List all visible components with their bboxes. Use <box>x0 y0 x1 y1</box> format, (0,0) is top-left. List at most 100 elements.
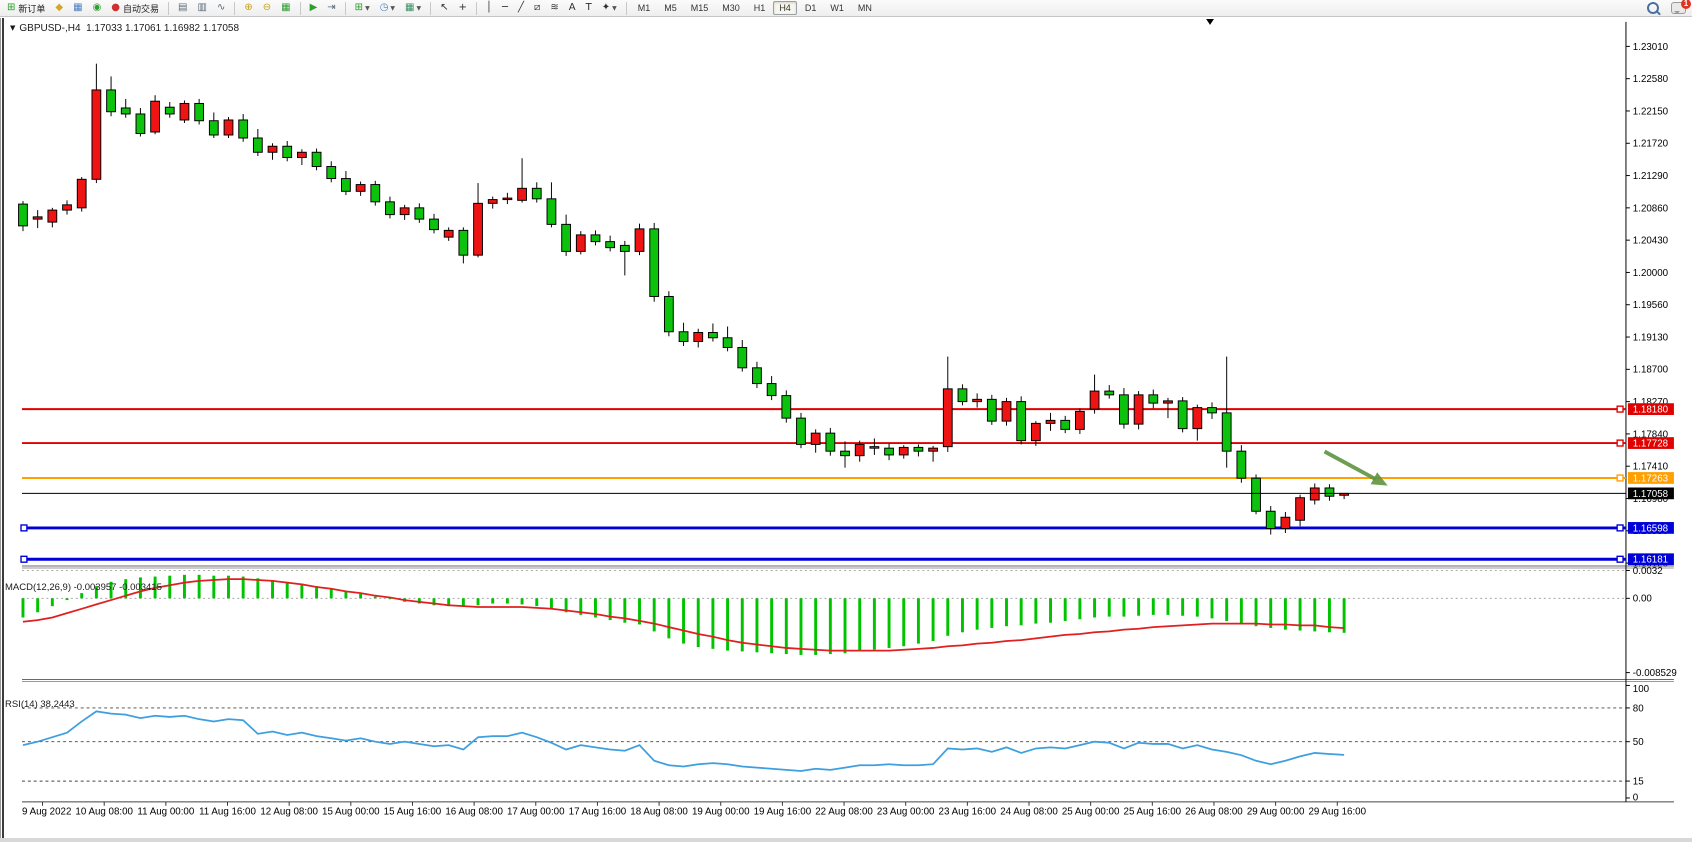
time-tick-label: 10 Aug 08:00 <box>75 807 133 818</box>
line-handle[interactable] <box>20 555 28 563</box>
search-icon[interactable] <box>1647 2 1659 14</box>
toolbar-separator <box>299 1 301 15</box>
line-chart-button[interactable]: ∿ <box>213 0 229 17</box>
vertical-line-button[interactable]: │ <box>482 0 496 17</box>
candle-body <box>605 241 616 249</box>
time-tick-label: 19 Aug 00:00 <box>692 807 750 818</box>
timeframe-h4-button[interactable]: H4 <box>773 1 797 15</box>
signals-button[interactable]: ◉ <box>89 0 106 17</box>
horizontal-line-button[interactable]: ─ <box>498 0 512 17</box>
price-line-badge-label: 1.17263 <box>1633 473 1668 484</box>
candle-body <box>326 166 337 180</box>
horizontal-line-icon: ─ <box>501 2 508 13</box>
market-watch-button[interactable]: ▦ <box>69 0 86 17</box>
timeframe-d1-button[interactable]: D1 <box>804 3 817 13</box>
fibonacci-button[interactable]: ≋ <box>546 0 562 17</box>
line-handle[interactable] <box>1616 405 1624 413</box>
candle-body <box>590 234 601 243</box>
equidistant-channel-button[interactable]: ⧄ <box>530 0 544 17</box>
templates-dropdown[interactable]: ▦ ▼ <box>401 0 425 17</box>
arrows-icon: ✦ <box>601 2 611 13</box>
candle-body <box>898 446 909 456</box>
signals-icon: ◉ <box>92 2 102 13</box>
line-handle[interactable] <box>1616 439 1624 447</box>
time-tick-label: 9 Aug 2022 <box>22 807 71 818</box>
price-line-badge <box>1627 437 1674 449</box>
auto-scroll-button[interactable]: ▶ <box>306 0 322 17</box>
macd-signal-line <box>22 578 1345 652</box>
tile-windows-icon: ▦ <box>281 2 291 13</box>
new-order-button-label: 新订单 <box>18 3 46 14</box>
tile-windows-button[interactable]: ▦ <box>277 0 294 17</box>
rsi-tick-label: 80 <box>1633 703 1644 714</box>
candle-body <box>1119 394 1129 425</box>
candle-body <box>575 234 586 252</box>
candle-body <box>708 332 718 339</box>
price-tick-label: 1.17840 <box>1633 429 1669 440</box>
market-watch-icon: ▦ <box>73 2 83 13</box>
chevron-down-icon: ▼ <box>390 4 396 12</box>
notifications-icon[interactable]: 1 <box>1671 0 1691 14</box>
timeframe-h1-button[interactable]: H1 <box>753 3 766 13</box>
line-handle[interactable] <box>1616 524 1624 532</box>
trendline-button[interactable]: ╱ <box>514 0 528 17</box>
timeframe-m5-button[interactable]: M5 <box>664 3 677 13</box>
candle-body <box>854 443 865 457</box>
price-line-badge-label: 1.16181 <box>1633 555 1668 566</box>
rsi-tick-label: 15 <box>1633 777 1644 788</box>
text-button[interactable]: A <box>565 0 580 17</box>
macd-tick-label: 0.0032 <box>1633 566 1663 577</box>
candle-body <box>737 347 748 369</box>
toolbar-separator <box>625 1 627 15</box>
autotrading-button[interactable]: ● 自动交易 <box>107 0 163 17</box>
chart-shift-button[interactable]: ⇥ <box>323 0 339 17</box>
new-order-button[interactable]: ⊞ 新订单 <box>3 0 49 17</box>
candle-body <box>194 102 205 122</box>
candle-body <box>238 119 249 139</box>
periods-dropdown[interactable]: ◷ ▼ <box>376 0 399 17</box>
timeframe-m1-button[interactable]: M1 <box>637 3 651 13</box>
line-handle[interactable] <box>20 524 28 532</box>
candle-body <box>722 337 733 349</box>
candle-body <box>135 113 146 134</box>
bar-chart-button[interactable]: ▤ <box>174 0 191 17</box>
crosshair-icon: + <box>458 2 467 13</box>
time-tick-label: 23 Aug 00:00 <box>877 807 935 818</box>
candle-body <box>208 120 219 136</box>
candlestick-chart-button[interactable]: ▥ <box>194 0 211 17</box>
chevron-down-icon[interactable]: ▼ <box>10 24 16 32</box>
candle-body <box>678 331 689 343</box>
time-tick-label: 23 Aug 16:00 <box>939 807 997 818</box>
candle-body <box>282 145 293 159</box>
price-tick-label: 1.19560 <box>1633 300 1669 311</box>
rsi-tick-label: 0 <box>1633 792 1639 803</box>
candle-body <box>150 100 160 133</box>
line-handle[interactable] <box>1616 555 1624 563</box>
rsi-indicator-label: RSI(14) 38.2443 <box>5 699 75 710</box>
candle-body <box>1133 394 1144 425</box>
time-tick-label: 17 Aug 00:00 <box>507 807 565 818</box>
rsi-name: RSI(14) <box>5 699 38 710</box>
timeframe-mn-button[interactable]: MN <box>857 3 872 13</box>
indicators-dropdown[interactable]: ⊞ ▼ <box>351 0 374 17</box>
text-label-button[interactable]: T <box>582 0 596 17</box>
time-tick-label: 15 Aug 16:00 <box>384 807 442 818</box>
trend-arrow[interactable] <box>1323 449 1377 481</box>
price-tick-label: 1.18700 <box>1633 365 1669 376</box>
zoom-out-button[interactable]: ⊖ <box>259 0 275 17</box>
chevron-down-icon: ▼ <box>612 4 617 12</box>
line-handle[interactable] <box>1616 474 1624 482</box>
time-tick-label: 11 Aug 00:00 <box>137 807 194 818</box>
zoom-in-button[interactable]: ⊕ <box>240 0 256 17</box>
crosshair-button[interactable]: + <box>455 0 471 17</box>
timeframe-m30-button[interactable]: M30 <box>722 3 740 13</box>
arrows-dropdown[interactable]: ✦ ▼ <box>598 0 621 17</box>
candle-body <box>1163 400 1173 404</box>
price-tick-label: 1.22580 <box>1633 74 1669 85</box>
candle-body <box>752 367 762 385</box>
timeframe-m15-button[interactable]: M15 <box>690 3 709 13</box>
cursor-button[interactable]: ↖ <box>436 0 452 17</box>
profile-button[interactable]: ◆ <box>51 0 67 17</box>
timeframe-w1-button[interactable]: W1 <box>830 3 844 13</box>
notification-badge: 1 <box>1681 0 1691 9</box>
